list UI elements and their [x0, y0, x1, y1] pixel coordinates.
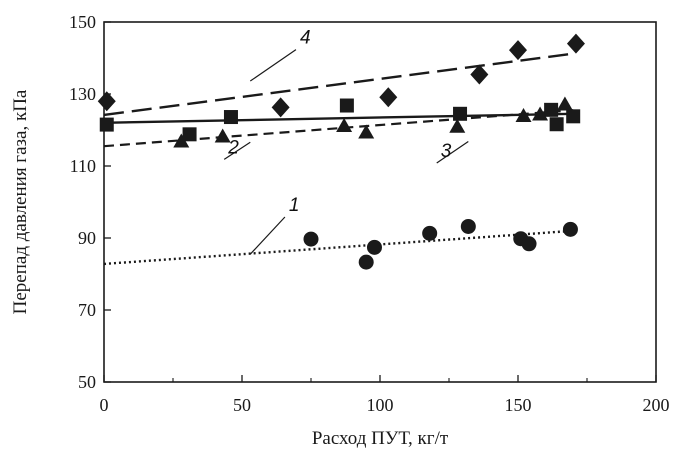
point-series-4 [470, 64, 489, 85]
point-series-3 [99, 117, 114, 132]
point-series-2 [515, 107, 532, 122]
data-markers [97, 33, 585, 270]
series-label-2: 2 [227, 137, 239, 158]
plot-frame [103, 21, 657, 383]
x-tick-label: 0 [100, 395, 109, 415]
point-series-1 [366, 239, 382, 255]
point-series-2 [532, 106, 549, 121]
label-leader-1 [249, 216, 286, 255]
point-series-4 [566, 33, 585, 54]
point-series-3 [182, 127, 197, 142]
point-series-2 [214, 128, 231, 143]
trend-lines [103, 52, 574, 266]
y-tick-label: 90 [78, 228, 96, 248]
point-series-4 [509, 40, 527, 61]
point-series-1 [358, 254, 374, 270]
y-axis-title: Перепад давления газа, кПа [10, 89, 31, 314]
series-label-3: 3 [441, 141, 452, 162]
x-axis-title: Расход ПУТ, кг/т [312, 428, 449, 449]
y-tick-label: 110 [70, 156, 96, 176]
trend-line-3 [103, 112, 574, 124]
point-series-3 [339, 98, 354, 113]
point-series-4 [97, 91, 116, 112]
point-series-2 [556, 96, 573, 111]
point-series-2 [173, 133, 190, 148]
y-axis: 50 70 90 110 130 150 [69, 12, 111, 392]
x-axis: 0 50 100 150 200 [100, 375, 670, 415]
point-series-2 [336, 118, 353, 133]
point-series-1 [521, 236, 537, 252]
series-label-4: 4 [300, 28, 311, 49]
point-series-3 [549, 117, 564, 132]
point-series-1 [460, 218, 476, 234]
label-leader-2 [223, 141, 251, 160]
y-tick-label: 50 [78, 372, 96, 392]
point-series-2 [358, 124, 375, 139]
x-tick-label: 200 [643, 395, 670, 415]
y-tick-label: 130 [69, 84, 96, 104]
point-series-4 [379, 87, 398, 108]
point-series-3 [453, 106, 468, 121]
point-series-3 [566, 109, 581, 124]
label-leader-3 [436, 141, 469, 164]
point-series-3 [223, 110, 238, 125]
x-tick-label: 50 [233, 395, 251, 415]
point-series-3 [544, 102, 559, 117]
trend-line-4 [103, 52, 574, 117]
label-leader-4 [249, 49, 297, 82]
y-tick-label: 70 [78, 300, 96, 320]
point-series-1 [422, 225, 438, 241]
point-series-1 [562, 221, 578, 237]
point-series-2 [449, 118, 466, 133]
point-series-4 [271, 97, 290, 118]
point-series-1 [303, 231, 319, 247]
x-tick-label: 150 [505, 395, 532, 415]
series-label-1: 1 [289, 195, 300, 216]
y-tick-label: 150 [69, 12, 96, 32]
trend-line-1 [103, 229, 574, 266]
series-labels: 1 2 3 4 [223, 28, 469, 255]
x-tick-label: 100 [367, 395, 394, 415]
